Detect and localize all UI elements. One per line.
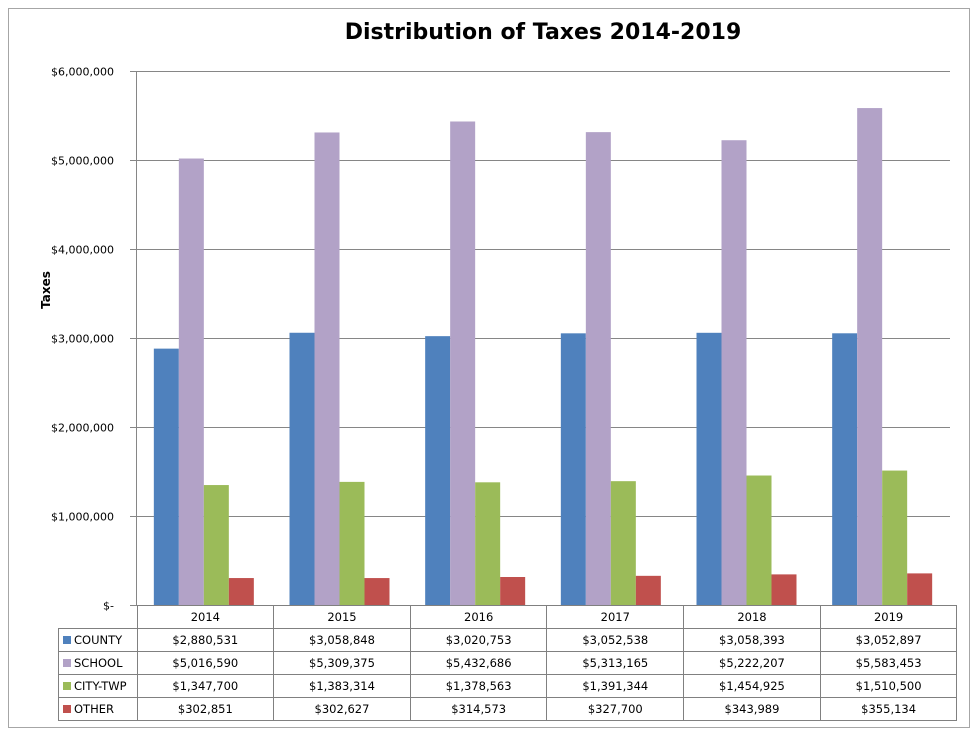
y-tick-label: $5,000,000 [51, 154, 114, 167]
x-tick-label: 2019 [819, 605, 958, 629]
table-cell: $302,851 [136, 697, 275, 721]
x-tick-label: 2016 [409, 605, 548, 629]
table-cell: $343,989 [683, 697, 821, 721]
bar-city-twp [746, 475, 772, 605]
legend-key [63, 682, 71, 690]
y-tick-label: $2,000,000 [51, 421, 114, 434]
bar-other [228, 578, 254, 605]
table-cell: $5,432,686 [409, 651, 548, 675]
chart-title: Distribution of Taxes 2014-2019 [344, 20, 742, 45]
legend-label: OTHER [74, 702, 114, 716]
table-corner [58, 605, 138, 629]
x-tick-label: 2014 [136, 605, 275, 629]
y-tick-label: $4,000,000 [51, 243, 114, 256]
table-cell: $1,383,314 [273, 674, 411, 698]
legend-entry: COUNTY [58, 628, 138, 652]
bar-school [450, 121, 476, 606]
bar-other [500, 577, 526, 605]
y-tick-label: $3,000,000 [51, 332, 114, 345]
bar-county [832, 333, 858, 605]
legend-key [63, 705, 71, 713]
legend-entry: OTHER [58, 697, 138, 721]
table-cell: $2,880,531 [136, 628, 275, 652]
data-table: 2014 2015 2016 2017 2018 2019 COUNTY $2,880,531… [58, 605, 958, 721]
bar-county [425, 336, 451, 605]
legend-entry: CITY-TWP [58, 674, 138, 698]
bar-other [364, 578, 390, 605]
bar-county [289, 332, 315, 605]
legend-key [63, 659, 71, 667]
table-row: COUNTY $2,880,531 $3,058,848 $3,020,753 $3,0… [58, 628, 958, 652]
bar-city-twp [882, 470, 908, 605]
y-tick-label: $1,000,000 [51, 510, 114, 523]
bar-school [721, 140, 747, 605]
y-tick-label: $6,000,000 [51, 65, 114, 78]
table-cell: $1,378,563 [409, 674, 548, 698]
bar-school [585, 132, 611, 606]
bar-county [560, 333, 586, 605]
table-cell: $3,052,897 [819, 628, 958, 652]
table-cell: $1,454,925 [683, 674, 821, 698]
bar-other [635, 575, 661, 605]
table-row: CITY-TWP $1,347,700 $1,383,314 $1,378,563 $1… [58, 674, 958, 698]
bar-city-twp [339, 481, 365, 605]
table-cell: $3,020,753 [409, 628, 548, 652]
legend-label: COUNTY [74, 633, 123, 647]
table-cell: $5,016,590 [136, 651, 275, 675]
x-tick-label: 2017 [546, 605, 685, 629]
legend-key [63, 636, 71, 644]
table-cell: $314,573 [409, 697, 548, 721]
bar-county [696, 332, 722, 605]
bar-other [907, 573, 933, 605]
table-header-row: 2014 2015 2016 2017 2018 2019 [58, 605, 958, 629]
table-row: OTHER $302,851 $302,627 $314,573 $327,700 $34… [58, 697, 958, 721]
table-cell: $5,583,453 [819, 651, 958, 675]
bar-school [314, 132, 340, 605]
table-cell: $5,309,375 [273, 651, 411, 675]
table-cell: $1,347,700 [136, 674, 275, 698]
x-tick-label: 2018 [683, 605, 821, 629]
legend-label: CITY-TWP [74, 679, 127, 693]
table-cell: $5,222,207 [683, 651, 821, 675]
bar-city-twp [475, 482, 501, 605]
table-cell: $3,058,393 [683, 628, 821, 652]
table-cell: $355,134 [819, 697, 958, 721]
x-tick-label: 2015 [273, 605, 411, 629]
table-cell: $1,391,344 [546, 674, 685, 698]
table-row: SCHOOL $5,016,590 $5,309,375 $5,432,686 $5,3… [58, 651, 958, 675]
legend-entry: SCHOOL [58, 651, 138, 675]
bar-school [857, 108, 883, 605]
bar-school [178, 158, 204, 605]
legend-label: SCHOOL [74, 656, 123, 670]
bar-county [153, 348, 179, 605]
table-cell: $302,627 [273, 697, 411, 721]
table-cell: $3,058,848 [273, 628, 411, 652]
bar-city-twp [610, 481, 636, 605]
table-cell: $3,052,538 [546, 628, 685, 652]
table-cell: $1,510,500 [819, 674, 958, 698]
table-cell: $327,700 [546, 697, 685, 721]
bar-other [771, 574, 797, 605]
table-cell: $5,313,165 [546, 651, 685, 675]
bar-city-twp [203, 485, 229, 605]
